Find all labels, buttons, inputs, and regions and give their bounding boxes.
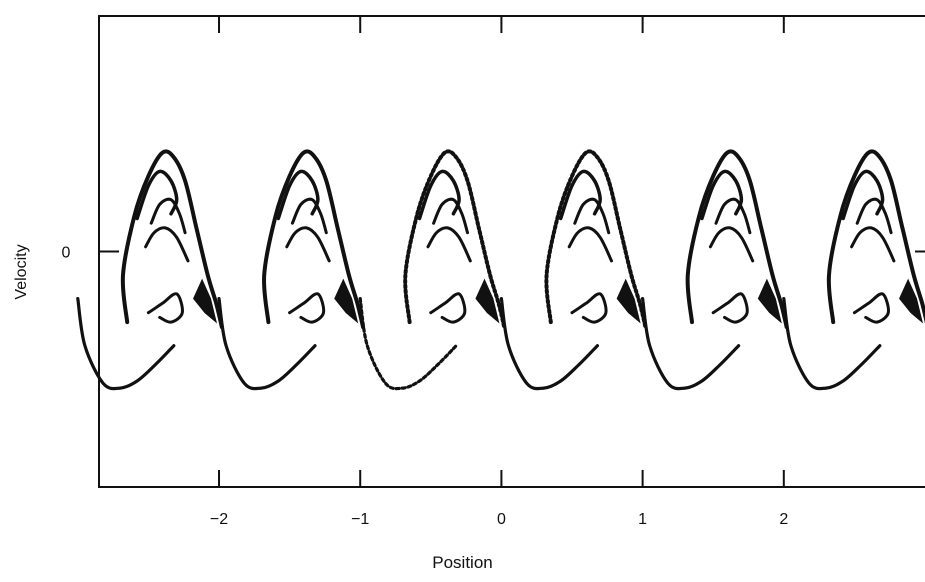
y-tick-label: 0 (62, 245, 71, 262)
inner-spiral-1 (558, 169, 602, 221)
main-spiral-arm (826, 149, 925, 325)
inner-spiral-2 (714, 197, 752, 235)
inner-spiral-1 (276, 169, 320, 221)
y-axis-tick-labels: 0 (62, 245, 71, 262)
inner-spiral-1 (700, 169, 744, 221)
vortex-4 (499, 149, 648, 391)
lower-lobe (711, 292, 749, 324)
x-axis-label: Position (432, 553, 493, 572)
inner-spiral-1 (417, 169, 461, 221)
main-spiral-arm (685, 149, 789, 329)
inner-spiral-1 (135, 169, 179, 221)
main-spiral-arm (262, 149, 365, 329)
vortex-2 (217, 149, 365, 391)
main-spiral-arm (120, 149, 224, 329)
inner-spiral-3 (850, 226, 896, 263)
axes-frame (98, 15, 925, 488)
x-axis-tick-labels: −2 −1 0 1 2 (210, 511, 788, 528)
trailing-wedge (475, 278, 500, 324)
vortex-5 (641, 149, 789, 391)
outer-spiral-arm (217, 297, 317, 391)
main-spiral-arm (544, 149, 648, 329)
outer-spiral-arm (76, 297, 176, 391)
main-spiral-arm (403, 149, 507, 329)
inner-spiral-2 (432, 197, 469, 235)
x-tick-label: −2 (210, 511, 228, 528)
inner-spiral-3 (567, 226, 613, 263)
vortex-6 (782, 149, 925, 391)
inner-spiral-3 (285, 226, 331, 263)
inner-spiral-1 (841, 169, 885, 221)
outer-spiral-arm (641, 297, 741, 391)
vortex-3 (358, 149, 507, 391)
x-tick-label: −1 (351, 511, 369, 528)
trailing-wedge (193, 278, 218, 324)
trailing-wedge (757, 278, 782, 324)
inner-spiral-2 (573, 197, 611, 235)
y-axis-label: Velocity (13, 244, 30, 300)
trailing-wedge (899, 278, 924, 324)
trailing-wedge (616, 278, 641, 324)
lower-lobe (852, 292, 890, 324)
inner-spiral-2 (149, 197, 187, 235)
trailing-wedge (334, 278, 359, 324)
lower-lobe (429, 292, 467, 324)
lower-lobe (288, 292, 326, 324)
outer-spiral-arm (782, 297, 882, 391)
vortex-1 (76, 149, 224, 391)
x-tick-label: 0 (497, 511, 506, 528)
outer-spiral-arm (499, 297, 599, 391)
x-axis-ticks (218, 16, 785, 487)
inner-spiral-2 (290, 197, 328, 235)
outer-spiral-arm (358, 297, 458, 391)
lower-lobe (146, 292, 184, 324)
plot-frame (98, 15, 925, 488)
x-tick-label: 1 (638, 511, 647, 528)
x-tick-label: 2 (779, 511, 788, 528)
inner-spiral-3 (426, 226, 472, 263)
inner-spiral-3 (144, 226, 190, 263)
lower-lobe (570, 292, 608, 324)
inner-spiral-2 (855, 197, 893, 235)
vortex-series (76, 149, 925, 391)
inner-spiral-3 (708, 226, 755, 263)
